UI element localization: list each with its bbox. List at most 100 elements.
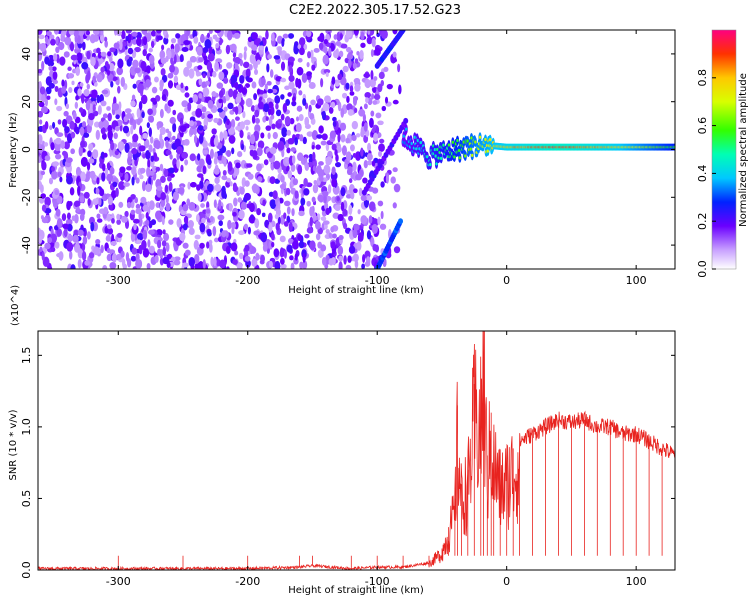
heatmap-speckle	[181, 100, 189, 108]
heatmap-speckle	[142, 204, 150, 212]
heatmap-speckle	[125, 30, 132, 34]
heatmap-speckle	[361, 263, 366, 269]
heatmap-speckle	[213, 237, 219, 243]
heatmap-speckle	[150, 97, 157, 103]
heatmap-speckle	[217, 107, 223, 113]
heatmap-speckle	[380, 181, 385, 188]
heatmap-speckle	[76, 206, 80, 213]
heatmap-speckle	[188, 201, 196, 211]
heatmap-speckle	[311, 196, 316, 203]
heatmap-speckle	[288, 64, 293, 73]
heatmap-speckle	[121, 41, 127, 47]
heatmap-speckle	[363, 160, 368, 169]
heatmap-speckle	[302, 136, 307, 145]
heatmap-speckle	[398, 84, 402, 95]
heatmap-speckle	[148, 220, 153, 229]
heatmap-speckle	[168, 182, 173, 192]
heatmap-speckle	[106, 69, 111, 76]
heatmap-speckle	[77, 88, 82, 97]
y-tick-label: 1.5	[20, 347, 33, 365]
heatmap-speckle	[240, 143, 245, 151]
heatmap-speckle	[225, 44, 231, 55]
heatmap-speckle	[57, 171, 62, 178]
heatmap-speckle	[109, 47, 116, 53]
heatmap-speckle	[373, 132, 379, 142]
heatmap-speckle	[148, 115, 155, 123]
heatmap-speckle	[154, 95, 161, 102]
heatmap-speckle	[242, 61, 250, 69]
heatmap-speckle	[159, 108, 164, 119]
heatmap-speckle	[167, 80, 174, 89]
heatmap-speckle	[277, 46, 282, 56]
heatmap-carrier	[436, 147, 439, 152]
heatmap-carrier	[402, 134, 406, 138]
heatmap-speckle	[134, 197, 138, 204]
heatmap-speckle	[288, 81, 295, 90]
heatmap-speckle	[116, 219, 122, 225]
heatmap-speckle	[281, 127, 288, 138]
heatmap-speckle	[290, 163, 296, 172]
heatmap-speckle	[306, 227, 313, 234]
heatmap-speckle	[56, 228, 62, 237]
heatmap-speckle	[129, 66, 137, 76]
heatmap-speckle	[280, 257, 285, 265]
heatmap-speckle	[381, 105, 387, 112]
heatmap-carrier	[451, 140, 455, 144]
heatmap-speckle	[118, 101, 122, 110]
heatmap-speckle	[174, 256, 181, 262]
heatmap-speckle	[45, 86, 52, 95]
heatmap-speckle	[351, 120, 359, 130]
heatmap-speckle	[287, 170, 293, 179]
heatmap-speckle	[266, 63, 270, 73]
heatmap-speckle	[292, 178, 299, 186]
heatmap-carrier	[415, 147, 418, 151]
heatmap-speckle	[155, 228, 163, 236]
heatmap-speckle	[237, 262, 243, 269]
heatmap-speckle	[127, 47, 134, 55]
heatmap-speckle	[345, 46, 352, 53]
heatmap-carrier	[484, 137, 487, 142]
heatmap-speckle	[126, 166, 132, 171]
colorbar-tick-label: 0.2	[696, 212, 709, 230]
heatmap-speckle	[317, 249, 324, 258]
heatmap-speckle	[243, 223, 249, 231]
heatmap-speckle	[313, 48, 320, 53]
heatmap-speckle	[358, 108, 366, 117]
y-tick-label: 0	[20, 146, 33, 153]
heatmap-speckle	[100, 244, 104, 254]
heatmap-speckle	[378, 150, 383, 158]
heatmap-speckle	[226, 149, 232, 157]
heatmap-speckle	[294, 253, 298, 261]
heatmap-speckle	[73, 30, 79, 38]
heatmap-speckle	[107, 227, 114, 235]
heatmap-speckle	[67, 66, 72, 71]
heatmap-speckle	[162, 30, 167, 36]
heatmap-speckle	[142, 153, 146, 159]
heatmap-speckle	[150, 30, 157, 37]
heatmap-speckle	[226, 62, 233, 69]
heatmap-speckle	[168, 219, 174, 225]
heatmap-speckle	[132, 59, 139, 68]
heatmap-speckle	[148, 54, 155, 65]
heatmap-speckle	[137, 233, 144, 241]
heatmap-speckle	[195, 108, 203, 118]
heatmap-speckle	[109, 261, 117, 269]
heatmap-speckle	[353, 78, 361, 84]
heatmap-layer	[38, 30, 675, 269]
heatmap-speckle	[226, 266, 230, 269]
heatmap-speckle	[135, 208, 142, 215]
heatmap-speckle	[86, 161, 91, 171]
heatmap-speckle	[306, 200, 311, 207]
heatmap-speckle	[325, 228, 330, 235]
heatmap-speckle	[77, 258, 82, 269]
heatmap-streak	[403, 117, 409, 124]
heatmap-speckle	[307, 51, 311, 59]
heatmap-speckle	[63, 110, 69, 117]
heatmap-speckle	[308, 161, 313, 168]
heatmap-speckle	[92, 104, 96, 112]
heatmap-speckle	[272, 132, 278, 140]
heatmap-speckle	[230, 118, 236, 129]
heatmap-speckle	[109, 166, 115, 175]
heatmap-speckle	[183, 66, 190, 77]
heatmap-carrier	[457, 148, 461, 153]
